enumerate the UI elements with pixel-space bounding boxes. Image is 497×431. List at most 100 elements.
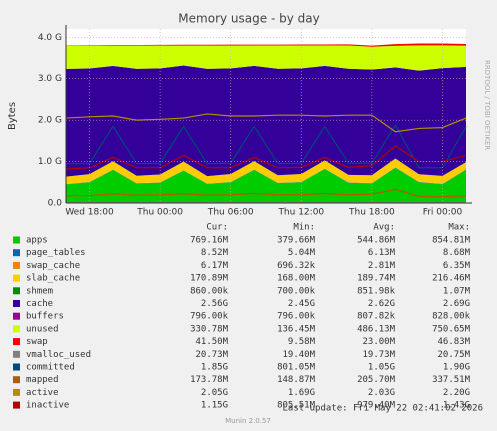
last-update: Last update: Fri May 22 02:41:02 2026 xyxy=(283,404,483,414)
legend-label: page_tables xyxy=(26,248,86,258)
side-text: RRDTOOL / TOBI OETIKER xyxy=(483,60,491,150)
legend-header: Cur: xyxy=(206,223,228,233)
legend-stat: 1.69G xyxy=(288,388,315,398)
legend-stat: 6.35M xyxy=(443,261,471,271)
legend-stat: 854.81M xyxy=(432,236,471,246)
legend-stat: 796.00k xyxy=(277,312,316,322)
legend-stat: 19.40M xyxy=(282,350,315,360)
legend-stat: 6.13M xyxy=(368,248,396,258)
legend-swatch xyxy=(13,249,20,257)
line xyxy=(65,113,467,133)
x-tick-label: Thu 18:00 xyxy=(348,208,395,218)
legend-stat: 330.78M xyxy=(190,324,229,334)
legend-label: vmalloc_used xyxy=(26,350,91,360)
legend-header: Avg: xyxy=(373,223,395,233)
legend-stat: 700.00k xyxy=(277,286,316,296)
area xyxy=(66,65,466,177)
legend-stat: 2.62G xyxy=(368,299,395,309)
area xyxy=(66,158,466,185)
x-tick-label: Fri 00:00 xyxy=(423,208,463,218)
legend-stat: 807.82k xyxy=(357,312,396,322)
legend-stat: 750.65M xyxy=(432,324,471,334)
legend-swatch xyxy=(13,287,20,295)
legend-label: committed xyxy=(26,363,75,373)
legend-stat: 2.20G xyxy=(443,388,470,398)
legend-label: inactive xyxy=(26,401,69,411)
legend-stat: 20.75M xyxy=(437,350,470,360)
legend-stat: 23.00M xyxy=(362,337,395,347)
legend-stat: 1.05G xyxy=(368,363,395,373)
legend-stat: 173.78M xyxy=(190,375,229,385)
line xyxy=(66,123,467,169)
legend-stat: 5.04M xyxy=(288,248,316,258)
legend-label: mapped xyxy=(26,375,59,385)
y-tick-label: 4.0 G xyxy=(38,33,62,43)
y-axis-label: Bytes xyxy=(7,102,18,130)
legend-swatch xyxy=(13,312,20,320)
legend-swatch xyxy=(13,261,20,269)
legend-swatch xyxy=(13,376,20,384)
legend-stat: 205.70M xyxy=(357,375,396,385)
y-tick-label: 2.0 G xyxy=(38,116,62,126)
x-tick-label: Wed 18:00 xyxy=(65,208,114,218)
legend-swatch xyxy=(13,300,20,307)
legend-swatch xyxy=(13,274,20,282)
legend-stat: 2.69G xyxy=(443,299,470,309)
legend-stat: 1.07M xyxy=(443,286,471,296)
legend-stat: 168.00M xyxy=(277,274,316,284)
legend-swatch xyxy=(13,363,20,371)
legend-stat: 170.89M xyxy=(190,274,229,284)
legend-swatch xyxy=(13,325,20,333)
legend-stat: 828.00k xyxy=(432,312,471,322)
legend-header: Max: xyxy=(448,223,470,233)
legend-label: active xyxy=(26,388,59,398)
legend-header: Min: xyxy=(293,223,315,233)
legend-stat: 801.05M xyxy=(277,363,316,373)
legend-stat: 8.68M xyxy=(443,248,471,258)
x-tick-label: Thu 00:00 xyxy=(136,208,183,218)
legend-stat: 2.81M xyxy=(368,261,396,271)
x-tick-label: Thu 12:00 xyxy=(277,208,324,218)
legend-stat: 1.15G xyxy=(201,401,228,411)
legend-label: apps xyxy=(26,236,48,246)
legend-stat: 851.98k xyxy=(357,286,396,296)
area xyxy=(66,65,466,71)
area xyxy=(66,167,466,185)
legend-stat: 2.45G xyxy=(288,299,315,309)
legend-label: buffers xyxy=(26,312,64,322)
legend-stat: 805.51M xyxy=(277,401,316,411)
legend-stat: 379.66M xyxy=(277,236,316,246)
legend-label: swap_cache xyxy=(26,261,80,271)
legend-stat: 769.16M xyxy=(190,236,229,246)
legend-stat: 486.13M xyxy=(357,324,396,334)
line xyxy=(65,145,467,170)
y-tick-label: 0.0 xyxy=(48,199,63,209)
legend-stat: 2.05G xyxy=(201,388,228,398)
legend-stat: 1.43G xyxy=(443,401,470,411)
legend-label: slab_cache xyxy=(26,274,80,284)
legend-stat: 20.73M xyxy=(195,350,228,360)
legend-stat: 9.58M xyxy=(288,337,316,347)
legend-stat: 796.00k xyxy=(190,312,229,322)
legend-label: cache xyxy=(26,299,53,309)
legend-stat: 860.00k xyxy=(190,286,229,296)
legend-label: shmem xyxy=(26,286,53,296)
legend-swatch xyxy=(13,338,20,346)
y-tick-label: 3.0 G xyxy=(38,74,62,84)
legend-stat: 6.17M xyxy=(201,261,229,271)
legend-stat: 189.74M xyxy=(357,274,396,284)
legend-label: unused xyxy=(26,324,59,334)
area xyxy=(66,45,466,71)
area xyxy=(66,167,466,185)
legend-stat: 544.86M xyxy=(357,236,396,246)
legend-stat: 19.73M xyxy=(362,350,395,360)
legend-swatch xyxy=(13,401,20,409)
x-tick-label: Thu 06:00 xyxy=(207,208,254,218)
legend-stat: 41.50M xyxy=(195,337,228,347)
legend-swatch xyxy=(13,388,20,396)
legend-stat: 2.03G xyxy=(368,388,395,398)
legend-stat: 8.52M xyxy=(201,248,229,258)
area xyxy=(66,43,466,47)
